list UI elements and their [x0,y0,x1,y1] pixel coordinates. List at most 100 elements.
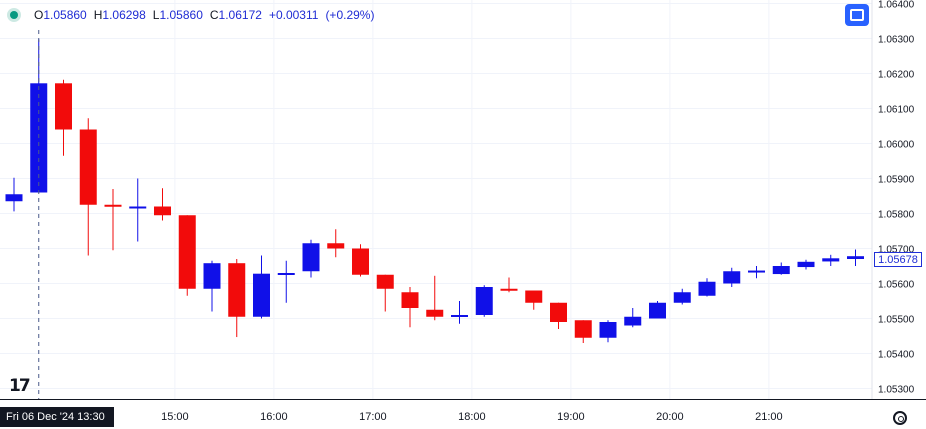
candle [797,259,815,270]
candle-body [352,248,369,275]
candle-body [723,271,741,284]
candle-body [574,320,592,338]
legend-close: C1.06172 [209,8,262,22]
price-tick-label: 1.05600 [878,280,915,291]
ohlc-legend: O1.05860 H1.06298 L1.05860 C1.06172 +0.0… [10,6,381,24]
candle [154,188,171,221]
candle [129,178,147,242]
candle [822,254,840,266]
time-tick-label: 17:00 [359,411,387,423]
time-tick-label: 20:00 [656,411,684,423]
time-tick-label: 19:00 [557,411,585,423]
candle-body [376,274,394,289]
candle-body [797,261,815,268]
price-tick-label: 1.06200 [878,70,915,81]
candle-body [822,258,840,262]
time-tick-label: 15:00 [161,411,189,423]
candle [574,320,592,343]
legend-change: +0.00311 [268,8,319,22]
time-tick-label: 16:00 [260,411,288,423]
candle-body [772,266,790,275]
time-tick-label: 21:00 [755,411,783,423]
price-tick-label: 1.05500 [878,315,915,326]
candle [104,189,122,251]
candle [302,239,320,278]
current-price-label: 1.05678 [874,252,922,267]
candle [475,285,493,317]
candle-body [500,288,518,291]
candle-body [302,243,320,272]
legend-open: O1.05860 [34,8,87,22]
price-tick-label: 1.05800 [878,210,915,221]
candle [376,274,394,312]
candle [228,259,246,338]
price-tick-label: 1.06400 [878,0,915,11]
candle-body [550,302,567,322]
candle-body [525,290,543,303]
candle [500,277,518,293]
legend-low: L1.05860 [152,8,203,22]
time-axis[interactable]: 15:00 16:00 17:00 18:00 19:00 20:00 21:00 [0,399,926,424]
candle-body [203,263,221,289]
crosshair-date-label: Fri 06 Dec '24 13:30 [0,407,114,427]
candle-body [624,316,642,326]
candle [79,118,97,256]
price-tick-label: 1.05400 [878,350,915,361]
candle-body [129,206,147,209]
candle-body [698,281,716,296]
candle [5,177,23,212]
price-axis[interactable]: 1.06400 1.06300 1.06200 1.06100 1.06000 1.059… [871,0,915,399]
candle-body [228,263,246,317]
candle [451,301,468,324]
window-icon[interactable] [845,4,869,26]
candle [599,320,617,343]
candle [550,302,567,329]
candle-body [178,215,196,289]
tradingview-logo: 17 [9,376,31,396]
time-tick-label: 18:00 [458,411,486,423]
price-tick-label: 1.05300 [878,385,915,396]
candle-body [327,243,345,249]
candle [723,267,741,287]
candle-body [475,287,493,315]
candle [847,249,864,266]
candle-body [451,315,468,317]
candle [698,278,716,297]
candle [649,301,666,319]
candle-body [79,129,97,205]
candle [401,287,419,328]
candle [748,266,765,279]
legend-change-pct: (+0.29%) [325,8,375,22]
price-tick-label: 1.05900 [878,175,915,186]
candle [327,229,345,258]
candle [203,260,221,312]
candle-body [599,322,617,338]
candle-body [401,292,419,308]
candle-body [748,270,765,273]
candle-body [5,194,23,202]
grid [0,0,872,399]
candle [772,262,790,275]
candle [253,255,270,319]
price-tick-label: 1.05700 [878,245,915,256]
candle-body [253,273,270,317]
status-dot-icon [10,11,18,19]
candle [525,290,543,310]
candle [55,79,72,156]
candle [426,275,444,321]
price-tick-label: 1.06000 [878,140,915,151]
candle [178,215,196,296]
candle [673,288,691,305]
candles [5,39,864,343]
candle [352,244,369,277]
candle-body [847,256,864,259]
candle-body [55,83,72,130]
price-tick-label: 1.06100 [878,105,915,116]
candle-body [277,273,295,275]
settings-icon[interactable] [893,411,907,425]
candle [624,308,642,328]
candle-body [154,206,171,216]
candle [277,260,295,303]
candle-body [673,292,691,303]
